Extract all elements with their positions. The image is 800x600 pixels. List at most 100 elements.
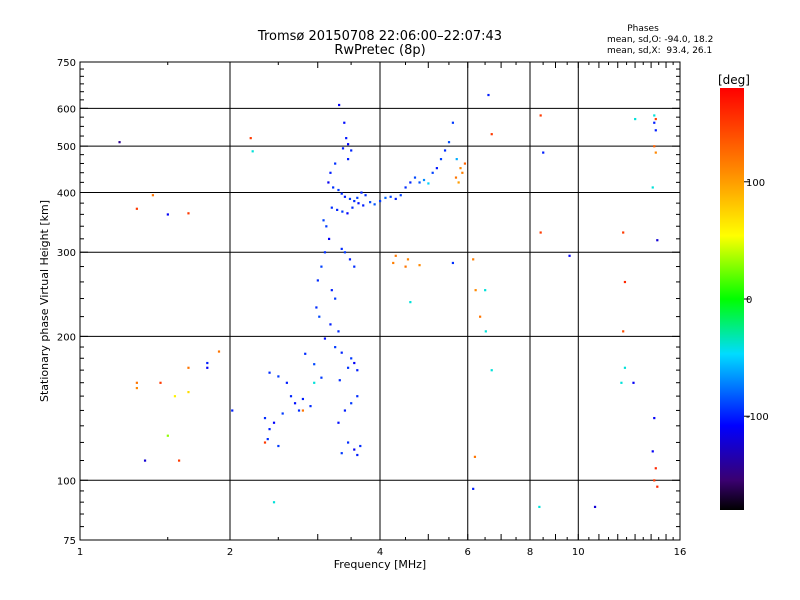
data-point	[268, 371, 271, 374]
data-point	[323, 251, 327, 254]
data-point	[272, 421, 276, 424]
data-point	[435, 167, 438, 170]
y-tick-label: 300	[57, 248, 76, 259]
data-point	[231, 409, 234, 412]
plot-frame	[79, 61, 681, 541]
data-point	[135, 381, 138, 384]
data-point	[304, 352, 307, 355]
data-point	[384, 196, 387, 199]
data-point	[394, 254, 397, 257]
data-point	[327, 181, 330, 184]
data-point	[340, 351, 343, 354]
data-point	[439, 158, 443, 161]
data-point	[392, 261, 395, 265]
data-point	[418, 264, 421, 267]
data-point	[422, 178, 426, 182]
data-point	[427, 182, 430, 185]
colorbar-tick-label: -100	[746, 412, 769, 423]
y-tick-label: 200	[57, 332, 76, 343]
colorbar-label: [deg]	[718, 73, 750, 87]
data-point	[622, 330, 625, 333]
data-point	[301, 397, 305, 401]
data-point	[350, 402, 353, 405]
data-point	[356, 369, 359, 372]
y-tick-label: 100	[57, 476, 76, 487]
data-point	[118, 141, 121, 144]
data-point	[404, 186, 407, 189]
data-point	[653, 479, 656, 482]
data-point	[413, 176, 417, 179]
data-point	[653, 145, 656, 148]
data-point	[322, 219, 325, 222]
data-point	[406, 258, 410, 261]
data-point	[653, 416, 656, 420]
tick-labels: 1 2 4 6 8 10 16 75 100 200 300 400 500 600 750	[57, 58, 686, 558]
data-point	[293, 402, 297, 405]
data-point	[332, 186, 335, 189]
data-point	[484, 289, 487, 292]
data-point	[334, 162, 337, 165]
data-point	[330, 289, 333, 292]
data-point	[484, 330, 487, 333]
x-tick-label: 10	[572, 547, 585, 558]
data-point	[360, 191, 363, 194]
data-point	[337, 188, 340, 192]
x-tick-label: 2	[227, 547, 233, 558]
data-point	[268, 428, 271, 431]
data-point	[409, 181, 412, 184]
data-point	[177, 459, 181, 462]
data-point	[634, 117, 637, 121]
data-point	[343, 195, 347, 198]
data-point	[309, 405, 312, 408]
data-point	[539, 231, 542, 234]
data-point	[341, 210, 344, 213]
data-point	[272, 501, 276, 504]
data-point	[542, 151, 545, 154]
data-point	[285, 381, 288, 384]
data-point	[277, 444, 280, 448]
data-point	[350, 149, 353, 152]
data-point	[341, 147, 345, 150]
data-point	[379, 199, 382, 203]
data-point	[329, 323, 332, 326]
data-point	[656, 239, 659, 242]
data-point	[447, 141, 451, 144]
data-point	[348, 258, 352, 261]
data-point	[474, 289, 477, 292]
data-point	[217, 350, 221, 353]
data-point	[159, 381, 162, 384]
colorbar	[720, 88, 744, 510]
x-tick-label: 6	[465, 547, 471, 558]
x-axis-label: Frequency [MHz]	[334, 558, 426, 571]
data-point	[263, 441, 267, 444]
data-point	[455, 158, 458, 161]
data-point	[173, 395, 177, 398]
data-point	[362, 204, 365, 207]
data-point	[418, 181, 421, 184]
data-point	[135, 207, 138, 210]
chart-subtitle: RwPretec (8p)	[334, 43, 425, 58]
data-point	[568, 254, 571, 257]
x-tick-label: 8	[527, 547, 533, 558]
data-point	[353, 361, 356, 365]
data-point	[653, 121, 656, 124]
data-point	[327, 237, 331, 241]
data-point	[473, 455, 477, 458]
grid-lines	[80, 62, 680, 540]
data-point	[651, 186, 654, 189]
data-point	[651, 450, 654, 453]
data-point	[656, 485, 659, 488]
data-point	[369, 201, 372, 204]
data-point	[622, 231, 625, 234]
data-point	[472, 487, 475, 490]
data-point	[389, 195, 392, 198]
data-point	[350, 357, 353, 360]
data-point	[431, 171, 434, 174]
data-point	[206, 366, 209, 369]
colorbar-ticks: 100 0 -100	[744, 178, 769, 423]
y-tick-label: 400	[57, 188, 76, 199]
data-point	[356, 453, 359, 457]
data-point	[472, 258, 475, 261]
data-point	[353, 265, 356, 268]
